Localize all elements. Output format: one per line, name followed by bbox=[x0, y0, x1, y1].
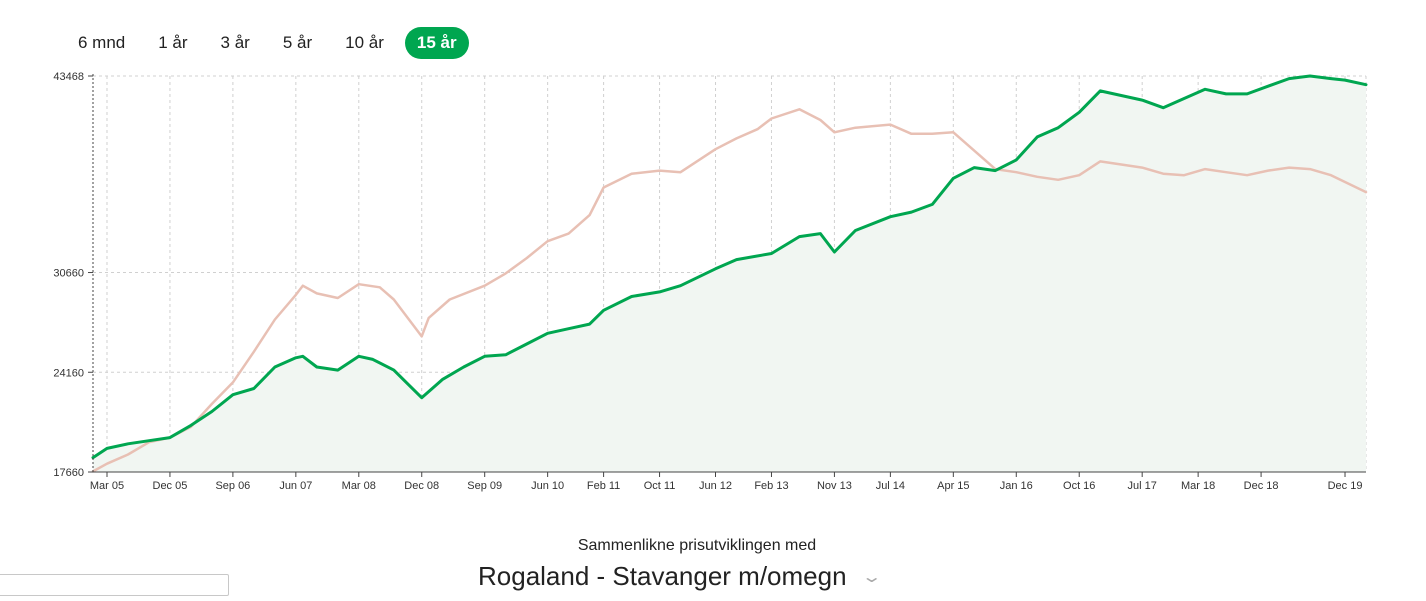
series-area-fill bbox=[93, 76, 1366, 472]
x-tick-label: Jun 07 bbox=[279, 480, 312, 492]
region-select[interactable]: Rogaland - Stavanger m/omegn ⌄ bbox=[478, 561, 882, 601]
range-tab-3-years[interactable]: 3 år bbox=[220, 33, 250, 52]
time-range-selector: 6 mnd 1 år 3 år 5 år 10 år 15 år bbox=[66, 26, 478, 60]
x-tick-label: Dec 05 bbox=[153, 480, 188, 492]
x-tick-label: Sep 09 bbox=[467, 480, 502, 492]
partial-panel bbox=[0, 574, 229, 596]
y-tick-label: 24160 bbox=[53, 367, 84, 379]
series-line-primary bbox=[91, 74, 1368, 460]
y-tick-label: 17660 bbox=[53, 467, 84, 479]
region-select-value: Rogaland - Stavanger m/omegn bbox=[478, 561, 847, 591]
range-tab-1-year[interactable]: 1 år bbox=[158, 33, 188, 52]
range-tab-15-years[interactable]: 15 år bbox=[404, 27, 469, 59]
y-tick-label: 30660 bbox=[53, 268, 84, 280]
x-tick-label: Jan 16 bbox=[1000, 480, 1033, 492]
x-tick-label: Dec 18 bbox=[1244, 480, 1279, 492]
x-tick-label: Dec 08 bbox=[404, 480, 439, 492]
x-tick-label: Dec 19 bbox=[1328, 480, 1363, 492]
x-tick-label: Feb 13 bbox=[754, 480, 788, 492]
x-tick-label: Apr 15 bbox=[937, 480, 969, 492]
x-tick-label: Feb 11 bbox=[587, 480, 620, 492]
x-tick-label: Mar 05 bbox=[90, 480, 124, 492]
range-tab-6-months[interactable]: 6 mnd bbox=[78, 33, 126, 52]
x-tick-label: Sep 06 bbox=[215, 480, 250, 492]
chevron-down-icon: ⌄ bbox=[860, 569, 882, 586]
x-tick-label: Jun 10 bbox=[531, 480, 564, 492]
range-tab-5-years[interactable]: 5 år bbox=[282, 33, 313, 52]
x-tick-label: Oct 11 bbox=[644, 480, 676, 492]
x-tick-label: Nov 13 bbox=[817, 480, 852, 492]
series-line-comparison bbox=[91, 108, 1368, 473]
x-tick-label: Mar 18 bbox=[1181, 480, 1215, 492]
x-tick-label: Jul 17 bbox=[1127, 480, 1156, 492]
x-tick-label: Jul 14 bbox=[876, 480, 905, 492]
compare-label: Sammenlikne prisutviklingen med bbox=[577, 537, 817, 554]
x-tick-label: Oct 16 bbox=[1063, 480, 1095, 492]
range-tab-10-years[interactable]: 10 år bbox=[345, 33, 384, 52]
x-tick-label: Mar 08 bbox=[342, 480, 376, 492]
y-tick-label: 43468 bbox=[53, 71, 84, 83]
x-tick-label: Jun 12 bbox=[699, 480, 732, 492]
price-development-chart: 17660 24160 30660 43468 Mar 05 Dec 05 Sep 06 Ju… bbox=[53, 71, 1368, 492]
